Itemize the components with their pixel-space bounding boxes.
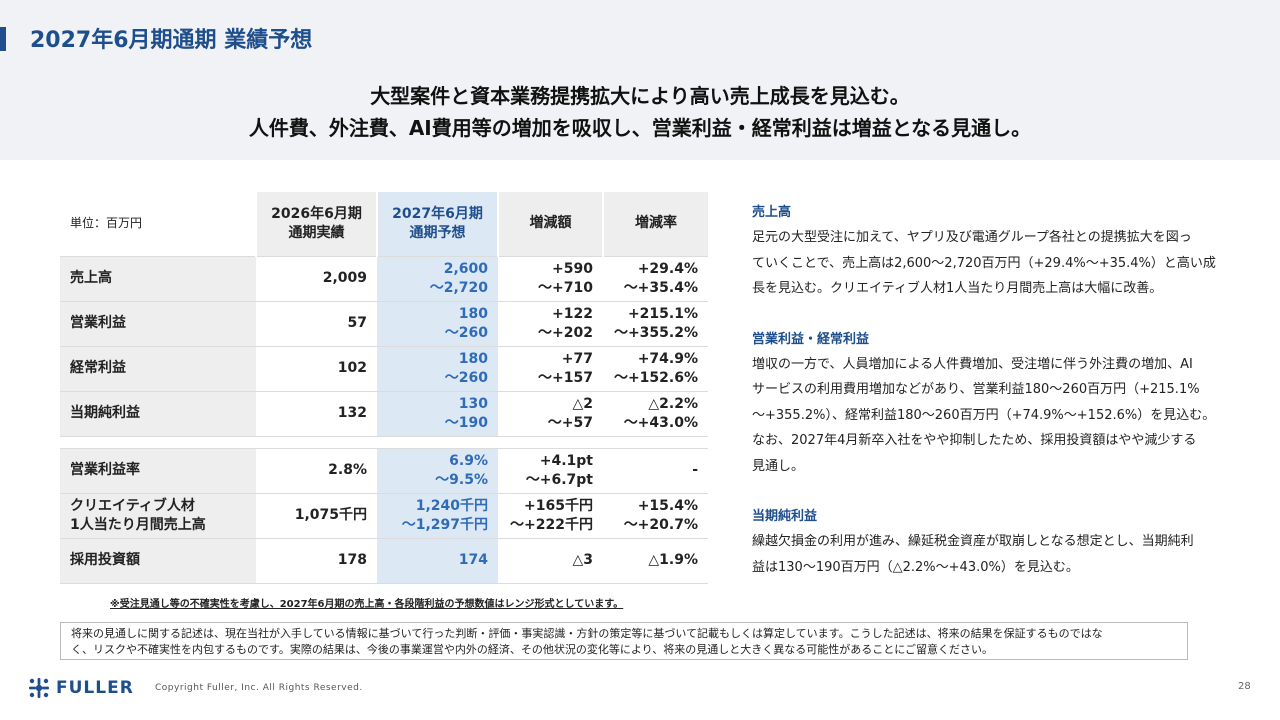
row-label: 売上高 xyxy=(60,255,256,301)
commentary-line: 益は130～190百万円（△2.2%～+43.0%）を見込む。 xyxy=(752,559,1079,575)
rate-value: △2.2% ～+43.0% xyxy=(603,390,708,437)
table-row-sales: 売上高 2,009 2,600 ～2,720 +590 ～+710 +29.4% ～+… xyxy=(60,255,708,301)
table-row-hiring-investment: 採用投資額 178 174 △3 △1.9% xyxy=(60,537,708,584)
change-value: +122 ～+202 xyxy=(498,300,603,346)
actual-value: 178 xyxy=(256,537,377,584)
col-header-forecast: 2027年6月期 通期予想 xyxy=(376,192,498,256)
forecast-value: 130 ～190 xyxy=(377,390,498,437)
actual-value: 1,075千円 xyxy=(256,492,377,538)
commentary-heading: 営業利益・経常利益 xyxy=(752,331,870,347)
col-header-change: 増減額 xyxy=(497,192,603,256)
commentary-body: 繰越欠損金の利用が進み、繰延税金資産が取崩しとなる想定とし、当期純利 益は130… xyxy=(752,529,1242,580)
table-row-ordinary-profit: 経常利益 102 180 ～260 +77 ～+157 +74.9% ～+152.6% xyxy=(60,345,708,391)
commentary-line: ～+355.2%）、経常利益180～260百万円（+74.9%～+152.6%）… xyxy=(752,407,1216,423)
disclaimer-line-1: 将来の見通しに関する記述は、現在当社が入手している情報に基づいて行った判断・評価… xyxy=(71,627,1103,640)
row-label: 採用投資額 xyxy=(60,537,256,584)
headline: 大型案件と資本業務提携拡大により高い売上成長を見込む。 人件費、外注費、AI費用… xyxy=(0,80,1280,144)
rate-value: +29.4% ～+35.4% xyxy=(603,255,708,301)
actual-value: 2,009 xyxy=(256,255,377,301)
table-gap xyxy=(60,436,708,448)
change-value: +590 ～+710 xyxy=(498,255,603,301)
row-label: 営業利益率 xyxy=(60,447,256,493)
change-value: +4.1pt ～+6.7pt xyxy=(498,447,603,493)
commentary-body: 足元の大型受注に加えて、ヤプリ及び電通グループ各社との提携拡大を図っ ていくこと… xyxy=(752,225,1242,302)
change-value: +165千円 ～+222千円 xyxy=(498,492,603,538)
fuller-logo-icon xyxy=(29,678,49,698)
table-row-sales-per-creative: クリエイティブ人材 1人当たり月間売上高 1,075千円 1,240千円 ～1,29… xyxy=(60,492,708,538)
slide-title: 2027年6月期通期 業績予想 xyxy=(30,28,313,53)
title-accent-bar xyxy=(0,27,6,51)
page-number: 28 xyxy=(1238,681,1251,692)
disclaimer-line-2: く、リスクや不確実性を内包するものです。実際の結果は、今後の事業運営や内外の経済… xyxy=(71,643,994,656)
rate-value: +74.9% ～+152.6% xyxy=(603,345,708,391)
table-row-net-income: 当期純利益 132 130 ～190 △2 ～+57 △2.2% ～+43.0% xyxy=(60,390,708,437)
commentary-heading: 当期純利益 xyxy=(752,509,818,524)
row-label: 営業利益 xyxy=(60,300,256,346)
disclaimer-box: 将来の見通しに関する記述は、現在当社が入手している情報に基づいて行った判断・評価… xyxy=(60,622,1188,660)
headline-line-1: 大型案件と資本業務提携拡大により高い売上成長を見込む。 xyxy=(370,84,910,108)
company-logo: FULLER xyxy=(28,677,134,699)
commentary-body: 増収の一方で、人員増加による人件費増加、受注増に伴う外注費の増加、AI サービス… xyxy=(752,352,1242,480)
commentary-line: 足元の大型受注に加えて、ヤプリ及び電通グループ各社との提携拡大を図っ xyxy=(752,230,1192,245)
table-row-operating-profit: 営業利益 57 180 ～260 +122 ～+202 +215.1% ～+355.2… xyxy=(60,300,708,346)
title-band xyxy=(0,0,1280,160)
row-label: クリエイティブ人材 1人当たり月間売上高 xyxy=(60,492,256,538)
commentary-profit: 営業利益・経常利益 増収の一方で、人員増加による人件費増加、受注増に伴う外注費の… xyxy=(752,330,1242,480)
commentary-sales: 売上高 足元の大型受注に加えて、ヤプリ及び電通グループ各社との提携拡大を図っ て… xyxy=(752,203,1242,302)
change-value: △3 xyxy=(498,537,603,584)
forecast-value: 180 ～260 xyxy=(377,300,498,346)
commentary-line: ていくことで、売上高は2,600～2,720百万円（+29.4%～+35.4%）… xyxy=(752,255,1216,271)
forecast-value: 180 ～260 xyxy=(377,345,498,391)
commentary-net-income: 当期純利益 繰越欠損金の利用が進み、繰延税金資産が取崩しとなる想定とし、当期純利… xyxy=(752,507,1242,580)
rate-value: △1.9% xyxy=(603,537,708,584)
forecast-value: 174 xyxy=(377,537,498,584)
commentary-panel: 売上高 足元の大型受注に加えて、ヤプリ及び電通グループ各社との提携拡大を図っ て… xyxy=(752,203,1242,580)
row-label: 経常利益 xyxy=(60,345,256,391)
commentary-heading: 売上高 xyxy=(752,205,792,220)
commentary-line: 見通し。 xyxy=(752,458,805,474)
unit-label: 単位：百万円 xyxy=(60,192,256,256)
actual-value: 132 xyxy=(256,390,377,437)
logo-text: FULLER xyxy=(56,678,134,698)
actual-value: 57 xyxy=(256,300,377,346)
rate-value: - xyxy=(603,447,708,493)
change-value: +77 ～+157 xyxy=(498,345,603,391)
forecast-value: 1,240千円 ～1,297千円 xyxy=(377,492,498,538)
actual-value: 102 xyxy=(256,345,377,391)
commentary-line: 増収の一方で、人員増加による人件費増加、受注増に伴う外注費の増加、AI xyxy=(752,356,1193,372)
col-header-rate: 増減率 xyxy=(602,192,708,256)
rate-value: +15.4% ～+20.7% xyxy=(603,492,708,538)
forecast-value: 2,600 ～2,720 xyxy=(377,255,498,301)
col-header-actual: 2026年6月期 通期実績 xyxy=(255,192,377,256)
actual-value: 2.8% xyxy=(256,447,377,493)
commentary-line: 長を見込む。クリエイティブ人材1人当たり月間売上高は大幅に改善。 xyxy=(752,281,1163,296)
table-header-row: 単位：百万円 2026年6月期 通期実績 2027年6月期 通期予想 増減額 増減率 xyxy=(60,192,708,256)
headline-line-2: 人件費、外注費、AI費用等の増加を吸収し、営業利益・経常利益は増益となる見通し。 xyxy=(248,116,1032,140)
rate-value: +215.1% ～+355.2% xyxy=(603,300,708,346)
commentary-line: なお、2027年4月新卒入社をやや抑制したため、採用投資額はやや減少する xyxy=(752,433,1197,448)
row-label: 当期純利益 xyxy=(60,390,256,437)
change-value: △2 ～+57 xyxy=(498,390,603,437)
table-footnote: ※受注見通し等の不確実性を考慮し、2027年6月期の売上高・各段階利益の予想数値… xyxy=(110,599,624,610)
commentary-line: 繰越欠損金の利用が進み、繰延税金資産が取崩しとなる想定とし、当期純利 xyxy=(752,534,1194,549)
forecast-table: 単位：百万円 2026年6月期 通期実績 2027年6月期 通期予想 増減額 増減率… xyxy=(60,192,708,584)
copyright-text: Copyright Fuller, Inc. All Rights Reserv… xyxy=(155,683,363,693)
commentary-line: サービスの利用費用増加などがあり、営業利益180～260百万円（+215.1% xyxy=(752,382,1200,397)
forecast-value: 6.9% ～9.5% xyxy=(377,447,498,493)
table-row-operating-margin: 営業利益率 2.8% 6.9% ～9.5% +4.1pt ～+6.7pt - xyxy=(60,447,708,493)
